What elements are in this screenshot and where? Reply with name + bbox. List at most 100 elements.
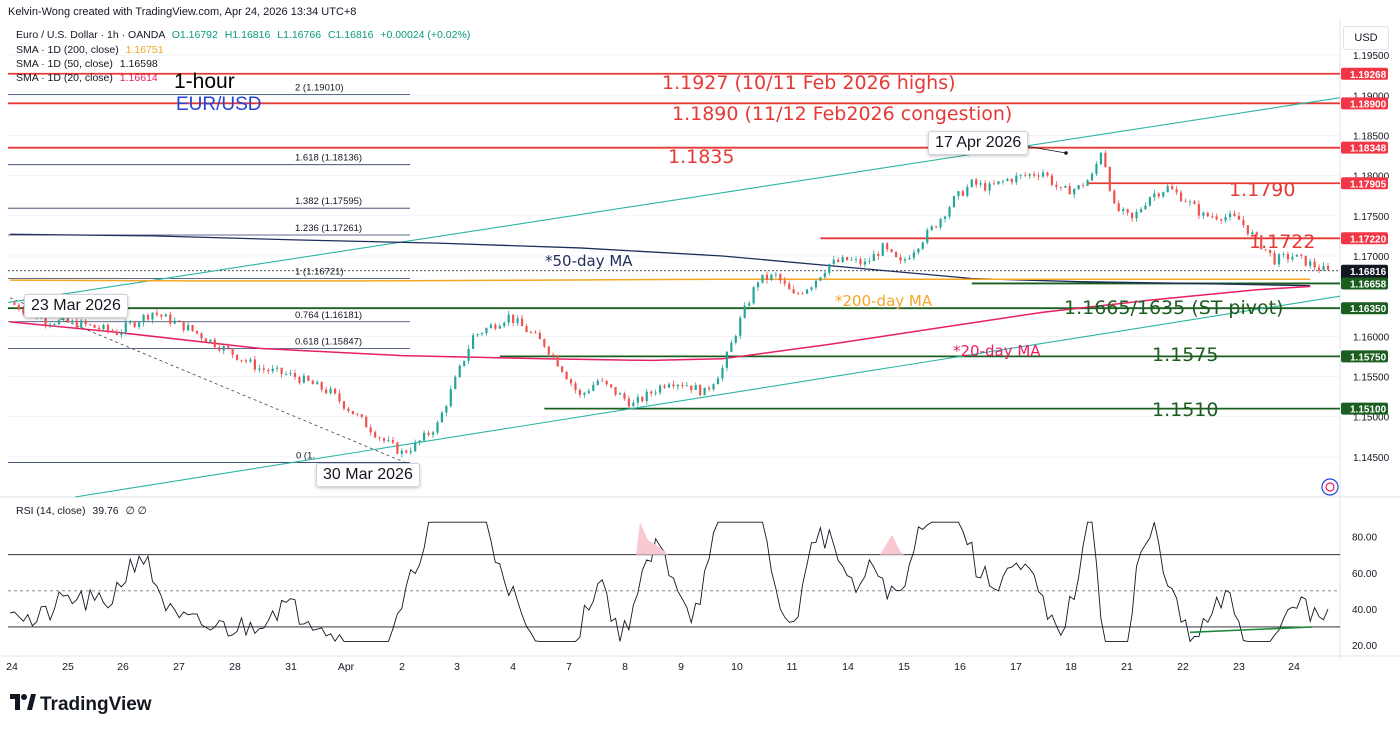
candle-body bbox=[213, 339, 216, 348]
candle-body bbox=[1277, 254, 1281, 265]
candle-body bbox=[832, 259, 835, 264]
candle-body bbox=[970, 179, 973, 187]
price-tick-label: 1.17500 bbox=[1353, 212, 1390, 223]
sma50-legend[interactable]: SMA · 1D (50, close) 1.16598 bbox=[16, 58, 158, 70]
candle-body bbox=[636, 397, 639, 403]
candle-body bbox=[748, 303, 751, 306]
candle-body bbox=[57, 320, 61, 325]
moving-averages bbox=[9, 233, 1311, 362]
time-tick-label: 16 bbox=[954, 661, 966, 673]
candle-body bbox=[169, 314, 172, 324]
price-marker-label: 1.17905 bbox=[1350, 179, 1387, 190]
candle-body bbox=[1322, 265, 1325, 271]
candle-body bbox=[414, 442, 417, 452]
candle-body bbox=[267, 369, 270, 372]
level-label-1927: 1.1927 (10/11 Feb 2026 highs) bbox=[662, 72, 956, 94]
candle-body bbox=[409, 451, 412, 453]
candle-body bbox=[988, 183, 991, 191]
candle-body bbox=[543, 339, 546, 347]
candle-body bbox=[520, 318, 524, 327]
timeframe-title: 1-hour bbox=[174, 70, 235, 93]
candle-body bbox=[494, 324, 497, 329]
price-marker bbox=[1341, 141, 1388, 154]
rsi-extra: ∅ ∅ bbox=[125, 505, 147, 517]
alert-icon-inner bbox=[1325, 482, 1335, 492]
candle-body bbox=[797, 293, 800, 295]
time-tick-label: 26 bbox=[117, 661, 129, 673]
time-tick-label: 25 bbox=[62, 661, 74, 673]
candle-body bbox=[200, 333, 203, 339]
rsi-label: RSI (14, close) bbox=[16, 505, 86, 517]
candle-body bbox=[1197, 204, 1200, 216]
candle-body bbox=[975, 179, 978, 185]
candle-body bbox=[899, 257, 902, 261]
symbol-legend[interactable]: Euro / U.S. Dollar · 1h · OANDA O1.16792… bbox=[16, 29, 470, 41]
sma20-legend[interactable]: SMA · 1D (20, close) 1.16614 bbox=[16, 72, 158, 84]
candle-body bbox=[743, 305, 746, 318]
candle-body bbox=[155, 312, 159, 315]
candle-body bbox=[1206, 212, 1209, 217]
time-tick-label: 14 bbox=[842, 661, 854, 673]
candle-body bbox=[298, 377, 301, 383]
candle-body bbox=[75, 320, 78, 328]
candle-body bbox=[1153, 193, 1156, 198]
time-tick-label: 10 bbox=[731, 661, 743, 673]
candle-body bbox=[1108, 167, 1111, 191]
candle-body bbox=[227, 346, 230, 349]
candle-body bbox=[476, 334, 479, 336]
candle-body bbox=[342, 401, 346, 409]
candle-body bbox=[66, 317, 69, 323]
price-tick-label: 1.17000 bbox=[1353, 252, 1390, 263]
rsi-legend[interactable]: RSI (14, close) 39.76 ∅ ∅ bbox=[16, 505, 147, 517]
fib-label: 1.382 (1.17595) bbox=[295, 196, 362, 207]
price-marker-label: 1.15100 bbox=[1350, 405, 1387, 416]
candle-body bbox=[917, 248, 920, 253]
candle-body bbox=[507, 314, 510, 323]
candles bbox=[13, 150, 1330, 458]
price-tick-label: 1.15000 bbox=[1353, 413, 1390, 424]
currency-button[interactable]: USD bbox=[1343, 26, 1389, 50]
candle-body bbox=[672, 384, 675, 387]
time-tick-label: 8 bbox=[622, 661, 628, 673]
candle-body bbox=[1148, 197, 1151, 206]
candle-body bbox=[1202, 212, 1205, 216]
candle-body bbox=[320, 382, 323, 390]
callout-17-apr: 17 Apr 2026 bbox=[928, 131, 1029, 155]
sma20-label: SMA · 1D (20, close) bbox=[16, 72, 113, 84]
candle-body bbox=[48, 324, 52, 326]
candle-body bbox=[418, 440, 421, 443]
sma200-legend[interactable]: SMA · 1D (200, close) 1.16751 bbox=[16, 44, 164, 56]
candle-body bbox=[347, 408, 350, 412]
candle-body bbox=[935, 226, 938, 228]
candle-body bbox=[338, 393, 341, 402]
candle-body bbox=[894, 251, 898, 258]
sma50-value: 1.16598 bbox=[119, 58, 158, 70]
time-tick-label: 24 bbox=[1288, 661, 1300, 673]
sma50-line bbox=[9, 233, 1311, 287]
candle-body bbox=[707, 387, 711, 390]
candle-body bbox=[948, 207, 951, 217]
candle-body bbox=[930, 226, 933, 231]
time-tick-label: 28 bbox=[229, 661, 241, 673]
level-label-1790: 1.1790 bbox=[1229, 179, 1295, 201]
fib-diagonal bbox=[9, 297, 411, 466]
candle-body bbox=[592, 384, 595, 391]
candle-body bbox=[828, 263, 831, 273]
candle-body bbox=[244, 360, 248, 362]
time-tick-label: 27 bbox=[173, 661, 185, 673]
candle-body bbox=[801, 293, 804, 295]
candle-body bbox=[102, 324, 105, 330]
candle-body bbox=[859, 259, 862, 265]
candle-body bbox=[151, 312, 154, 320]
candle-body bbox=[1090, 173, 1094, 181]
candle-body bbox=[311, 380, 314, 385]
time-tick-label: 11 bbox=[787, 661, 798, 673]
candle-body bbox=[93, 324, 96, 328]
level-label-1575: 1.1575 bbox=[1152, 344, 1218, 366]
price-tick-label: 1.19000 bbox=[1353, 91, 1390, 102]
candle-body bbox=[837, 259, 840, 262]
price-marker-label: 1.16658 bbox=[1350, 279, 1387, 290]
tradingview-logo[interactable]: TradingView bbox=[10, 694, 152, 716]
price-marker-label: 1.19268 bbox=[1350, 70, 1387, 81]
